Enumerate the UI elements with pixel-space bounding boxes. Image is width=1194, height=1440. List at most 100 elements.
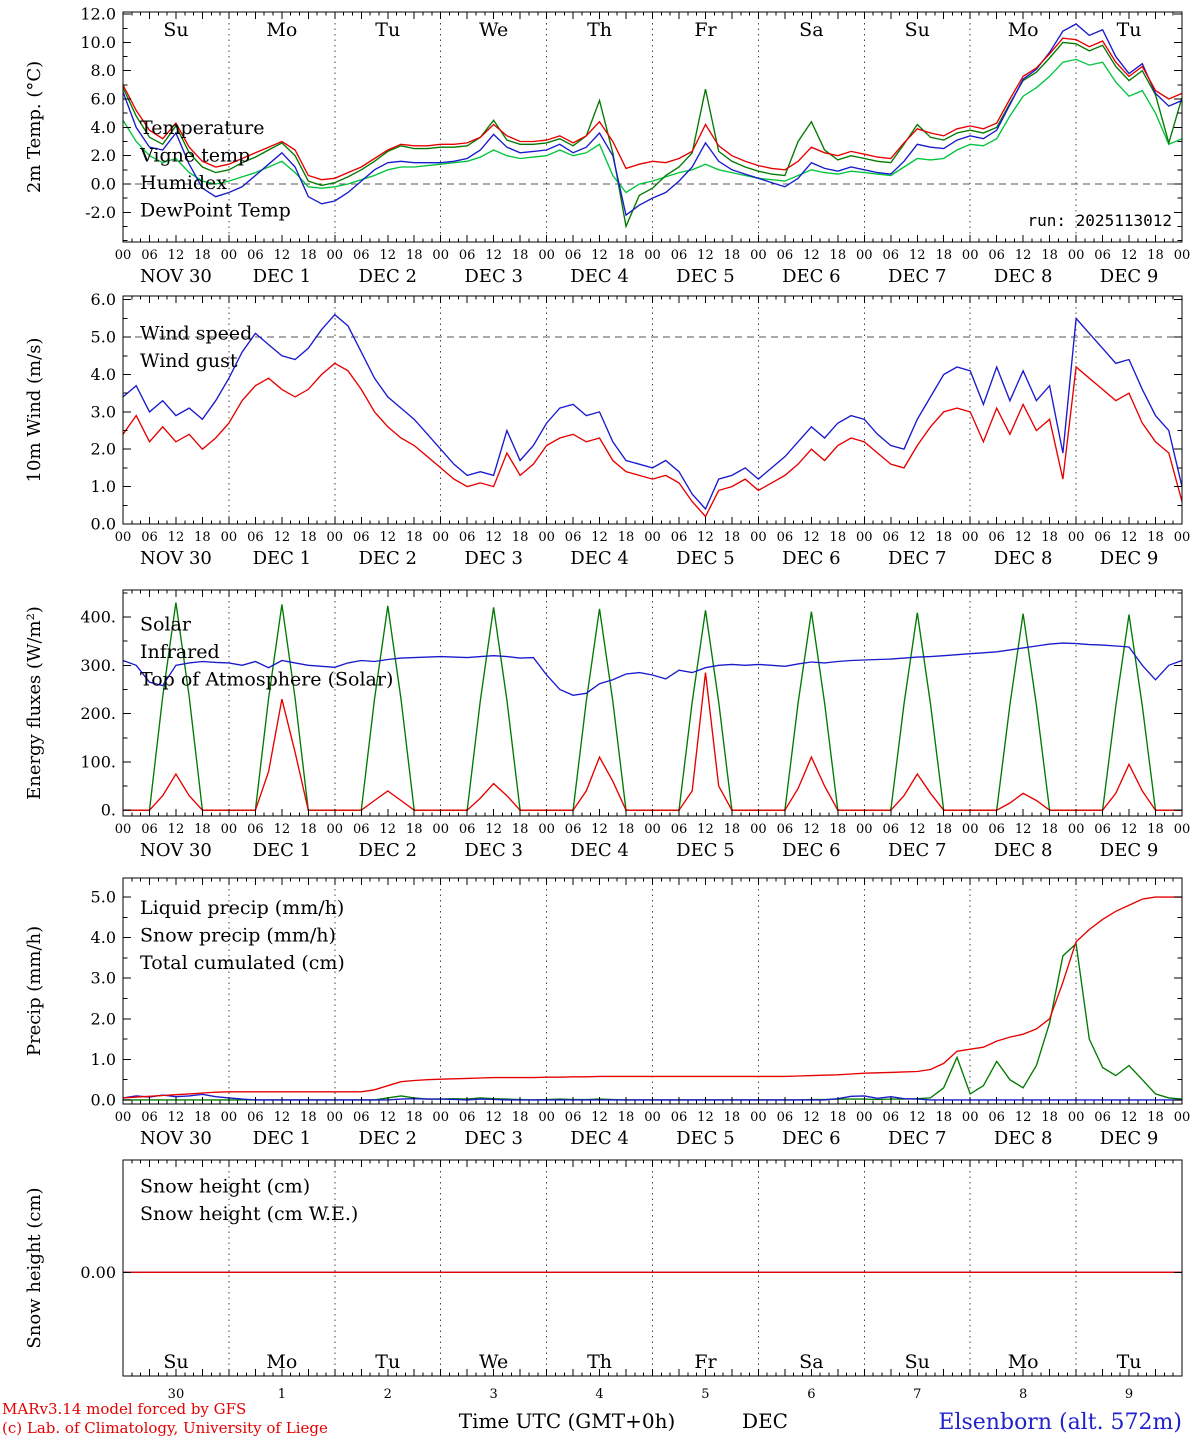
hour-tick-label: 06 xyxy=(777,822,794,837)
hour-tick-label: 18 xyxy=(1147,1110,1164,1125)
hour-tick-label: 18 xyxy=(194,248,211,263)
hour-tick-label: 18 xyxy=(406,822,423,837)
day-label: DEC 4 xyxy=(570,1128,629,1149)
weekday-label: Sa xyxy=(799,19,823,41)
hour-tick-label: 00 xyxy=(750,248,767,263)
day-label: DEC 2 xyxy=(358,840,417,861)
hour-tick-label: 06 xyxy=(247,822,264,837)
weekday-label: Tu xyxy=(1117,1351,1142,1373)
flux-panel: 400. 300. 200. 100. 0. Energy fluxes (W/m²) So… xyxy=(24,589,1190,861)
legend-wind-gust: Wind gust xyxy=(140,350,238,372)
legend-wind-speed: Wind speed xyxy=(140,322,252,344)
day-label: DEC 1 xyxy=(253,840,312,861)
day-label: DEC 3 xyxy=(464,1128,523,1149)
hour-tick-label: 12 xyxy=(909,822,926,837)
hour-tick-label: 12 xyxy=(591,248,608,263)
hour-tick-label: 06 xyxy=(141,1110,158,1125)
series-infrared xyxy=(123,642,1182,696)
day-label: DEC 5 xyxy=(676,266,735,287)
y-axis-title: Snow height (cm) xyxy=(24,1187,45,1348)
day-label: DEC 8 xyxy=(994,266,1053,287)
hour-tick-label: 00 xyxy=(432,1110,449,1125)
day-label: DEC 5 xyxy=(676,840,735,861)
credit-line-1: MARv3.14 model forced by GFS xyxy=(2,1400,246,1418)
hour-tick-label: 06 xyxy=(988,530,1005,545)
day-label: DEC 3 xyxy=(464,840,523,861)
hour-tick-label: 00 xyxy=(115,822,132,837)
hour-tick-label: 06 xyxy=(459,1110,476,1125)
hour-tick-label: 06 xyxy=(353,1110,370,1125)
day-label: DEC 3 xyxy=(464,548,523,569)
y-tick-label: 2.0 xyxy=(91,146,116,165)
hour-tick-label: 00 xyxy=(327,248,344,263)
day-label: DEC 7 xyxy=(888,840,947,861)
hour-tick-label: 00 xyxy=(327,822,344,837)
y-tick-label: 100. xyxy=(80,752,116,771)
weekday-label: Su xyxy=(905,19,930,41)
hour-tick-label: 00 xyxy=(1174,1110,1191,1125)
hour-tick-label: 18 xyxy=(1041,822,1058,837)
legend-snow-height-cm-w-e: Snow height (cm W.E.) xyxy=(140,1203,358,1225)
y-tick-label: 3.0 xyxy=(91,969,116,988)
hour-tick-label: 12 xyxy=(803,248,820,263)
y-tick-label: -2.0 xyxy=(85,203,116,222)
hour-tick-label: 06 xyxy=(883,822,900,837)
hour-tick-label: 06 xyxy=(1094,822,1111,837)
day-number-label: 30 xyxy=(168,1387,185,1402)
legend-humidex: Humidex xyxy=(140,172,227,194)
hour-tick-label: 18 xyxy=(1147,530,1164,545)
y-tick-label: 6.0 xyxy=(91,90,116,109)
hour-tick-label: 18 xyxy=(512,248,529,263)
weekday-label: Sa xyxy=(799,1351,823,1373)
weekday-label: Su xyxy=(163,19,188,41)
hour-tick-label: 06 xyxy=(777,1110,794,1125)
y-axis-title: 2m Temp. (°C) xyxy=(24,61,45,193)
y-tick-label: 6.0 xyxy=(91,290,116,309)
hour-tick-label: 06 xyxy=(459,248,476,263)
hour-tick-label: 00 xyxy=(644,1110,661,1125)
hour-tick-label: 00 xyxy=(644,530,661,545)
hour-tick-label: 06 xyxy=(141,530,158,545)
hour-tick-label: 18 xyxy=(830,530,847,545)
hour-tick-label: 12 xyxy=(485,822,502,837)
hour-tick-label: 12 xyxy=(803,530,820,545)
legend-liquid-precip-mm-h: Liquid precip (mm/h) xyxy=(140,897,344,919)
y-tick-label: 10.0 xyxy=(80,33,116,52)
hour-tick-label: 12 xyxy=(803,1110,820,1125)
hour-tick-label: 06 xyxy=(353,822,370,837)
hour-tick-label: 12 xyxy=(168,248,185,263)
day-number-label: 1 xyxy=(278,1387,286,1402)
hour-tick-label: 18 xyxy=(1041,1110,1058,1125)
hour-tick-label: 18 xyxy=(1147,248,1164,263)
hour-tick-label: 06 xyxy=(1094,530,1111,545)
temp-panel: 12.0 10.0 8.0 6.0 4.0 2.0 0.0 -2.0 2m Temp. (°C)… xyxy=(24,5,1190,287)
y-tick-label: 1.0 xyxy=(91,1050,116,1069)
hour-tick-label: 00 xyxy=(327,1110,344,1125)
hour-tick-label: 00 xyxy=(962,248,979,263)
series-temperature xyxy=(123,37,1182,181)
hour-tick-label: 06 xyxy=(671,248,688,263)
weekday-label: Fr xyxy=(694,19,717,41)
day-label: NOV 30 xyxy=(140,548,212,569)
hour-tick-label: 12 xyxy=(1121,822,1138,837)
hour-tick-label: 06 xyxy=(777,248,794,263)
hour-tick-label: 18 xyxy=(194,1110,211,1125)
hour-tick-label: 00 xyxy=(432,248,449,263)
hour-tick-label: 06 xyxy=(565,530,582,545)
day-number-label: 2 xyxy=(384,1387,392,1402)
hour-tick-label: 18 xyxy=(724,248,741,263)
hour-tick-label: 06 xyxy=(353,530,370,545)
y-tick-label: 0.0 xyxy=(91,1090,116,1109)
day-label: DEC 8 xyxy=(994,1128,1053,1149)
hour-tick-label: 06 xyxy=(1094,1110,1111,1125)
hour-tick-label: 12 xyxy=(1015,248,1032,263)
series-vigne-temp xyxy=(123,41,1182,229)
day-label: DEC 8 xyxy=(994,840,1053,861)
hour-tick-label: 12 xyxy=(909,530,926,545)
day-label: DEC 2 xyxy=(358,548,417,569)
hour-tick-label: 18 xyxy=(618,530,635,545)
series-humidex xyxy=(123,23,1182,217)
day-label: DEC 7 xyxy=(888,266,947,287)
weekday-label: Fr xyxy=(694,1351,717,1373)
day-label: DEC 7 xyxy=(888,1128,947,1149)
